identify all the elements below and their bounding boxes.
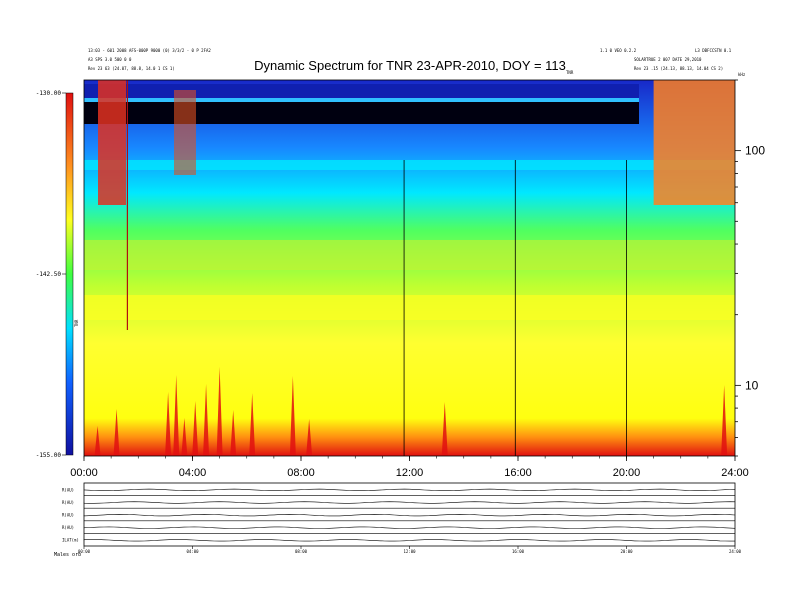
red-spike: [181, 418, 188, 456]
red-spike: [192, 401, 199, 456]
red-spike: [203, 384, 210, 456]
burst-left-2: [174, 90, 196, 175]
header-right-line-3: SOLARTRUE 2 007 DATE 29,2010: [634, 57, 702, 62]
ephemeris-trace: [83, 526, 736, 529]
red-spike: [173, 375, 180, 456]
x-tick-label: 00:00: [70, 467, 98, 479]
y-unit-label: kHz: [738, 72, 746, 77]
red-spike: [94, 426, 101, 456]
band-dark-top: [84, 84, 639, 98]
ephemeris-row-label: R(AU): [62, 487, 74, 492]
red-spike: [249, 393, 256, 456]
ephemeris-x-label: 24:00: [729, 549, 742, 554]
header-right-line-1: 1.1 0 VEO 0.2.2: [600, 48, 637, 53]
x-tick-label: 20:00: [613, 467, 641, 479]
x-tick-label: 08:00: [287, 467, 315, 479]
colorbar: [65, 92, 74, 456]
burst-right: [653, 80, 735, 205]
burst-left: [98, 80, 126, 205]
red-spike: [306, 419, 313, 456]
ephemeris-x-label: 20:00: [620, 549, 633, 554]
red-spike: [165, 392, 172, 456]
band-black: [84, 102, 639, 124]
red-spike: [441, 402, 448, 456]
ephemeris-trace: [83, 513, 736, 517]
ephemeris-row-label: ILAT(m): [62, 538, 79, 543]
header-right-line-4: Rev 23 .15 (24.13, 88.13, 14.04 CS 2): [634, 66, 723, 71]
ephemeris-trace: [83, 501, 736, 504]
band-green-yellow: [84, 240, 735, 270]
red-spike: [113, 409, 120, 456]
header-left-line-3: Rev 23 63 (24.07, 88.8, 14.0 1 CS 1): [88, 66, 175, 71]
ephemeris-x-label: 08:00: [295, 549, 308, 554]
y-axis: 10 100: [735, 79, 765, 457]
ephemeris-x-label: 12:00: [403, 549, 416, 554]
chart-title: Dynamic Spectrum for TNR 23-APR-2010, DO…: [254, 58, 566, 73]
red-spike: [216, 367, 223, 456]
header-left-line-2: A3 SPS 3.0 500 0 0: [88, 57, 132, 62]
ephemeris-x-label: 16:00: [512, 549, 525, 554]
ephemeris-panel: R(AU) R(AU) R(AU) R(AU) ILAT(m) 00:00 04:00 08:…: [54, 482, 742, 558]
colorbar-tick-label: -155.00: [36, 452, 62, 459]
x-tick-label: 12:00: [396, 467, 424, 479]
ephemeris-row-label: R(AU): [62, 500, 74, 505]
ephemeris-row-label: R(AU): [62, 525, 74, 530]
colorbar-tick-label: -142.50: [36, 271, 62, 278]
vertical-markers: [403, 160, 627, 456]
colorbar-tick-label: -130.00: [36, 90, 62, 97]
y-tick-label: 10: [745, 378, 759, 392]
header-left-line-1: 13:03 - 601 2008 AFS-000P 9000 (0) 3/3/2…: [88, 48, 211, 53]
band-yellow: [84, 295, 735, 320]
band-cyan: [84, 160, 735, 170]
header-right-line-2: L3 DBFCCSTN 0.1: [695, 48, 732, 53]
x-tick-label: 24:00: [721, 467, 749, 479]
spectrogram: [84, 80, 735, 456]
band-cyan-thin: [84, 98, 639, 102]
red-spike: [230, 410, 237, 456]
colorbar-ticks: -130.00 -142.50 -155.00: [36, 90, 66, 459]
x-tick-label: 04:00: [179, 467, 207, 479]
ephemeris-trace: [83, 488, 736, 491]
y-tick-label: 100: [745, 144, 765, 158]
red-spike: [721, 385, 728, 456]
x-tick-label: 16:00: [504, 467, 532, 479]
ephemeris-x-label: 04:00: [186, 549, 199, 554]
ephemeris-trace: [83, 539, 735, 542]
ephemeris-footer-label: Males orb: [54, 552, 81, 558]
header-center-small: TNR: [566, 70, 574, 75]
x-axis: 00:00 04:00 08:00 12:00 16:00 20:00 24:00: [70, 456, 749, 479]
red-spike: [289, 376, 296, 456]
ephemeris-x-label: 00:00: [78, 549, 91, 554]
colorbar-label: TNR: [74, 319, 79, 327]
ephemeris-row-label: R(AU): [62, 513, 74, 518]
